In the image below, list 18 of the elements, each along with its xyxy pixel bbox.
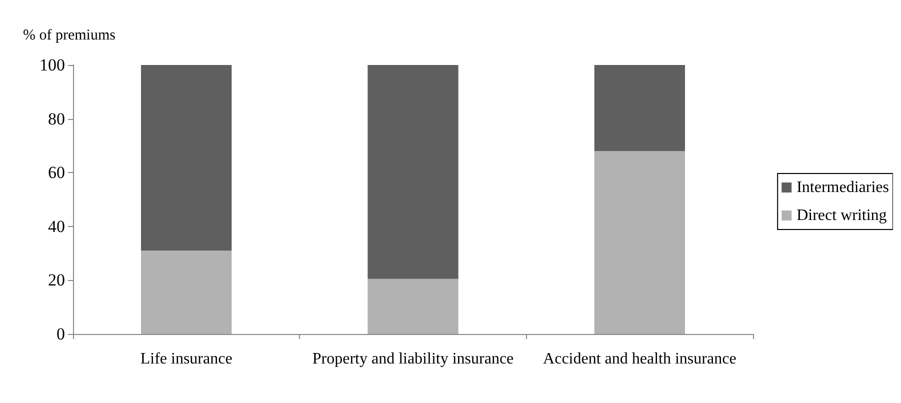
y-tick-label: 40 xyxy=(48,216,65,236)
bar xyxy=(368,65,458,279)
bar xyxy=(594,65,685,152)
x-tick-label: Property and liability insurance xyxy=(312,350,514,368)
y-axis-title: % of premiums xyxy=(23,28,116,44)
bar xyxy=(141,250,232,334)
x-tick-label: Life insurance xyxy=(140,350,232,368)
bar xyxy=(368,278,458,334)
bar xyxy=(594,151,685,334)
y-tick-label: 60 xyxy=(48,163,65,182)
y-tick-label: 100 xyxy=(40,56,65,74)
bar xyxy=(141,65,232,251)
x-tick-label: Accident and health insurance xyxy=(543,350,736,368)
legend-label: Intermediaries xyxy=(796,179,890,196)
legend-label: Direct writing xyxy=(796,207,887,224)
y-tick-label: 0 xyxy=(56,324,65,344)
y-tick-label: 80 xyxy=(48,109,65,128)
y-tick-label: 20 xyxy=(48,270,65,290)
